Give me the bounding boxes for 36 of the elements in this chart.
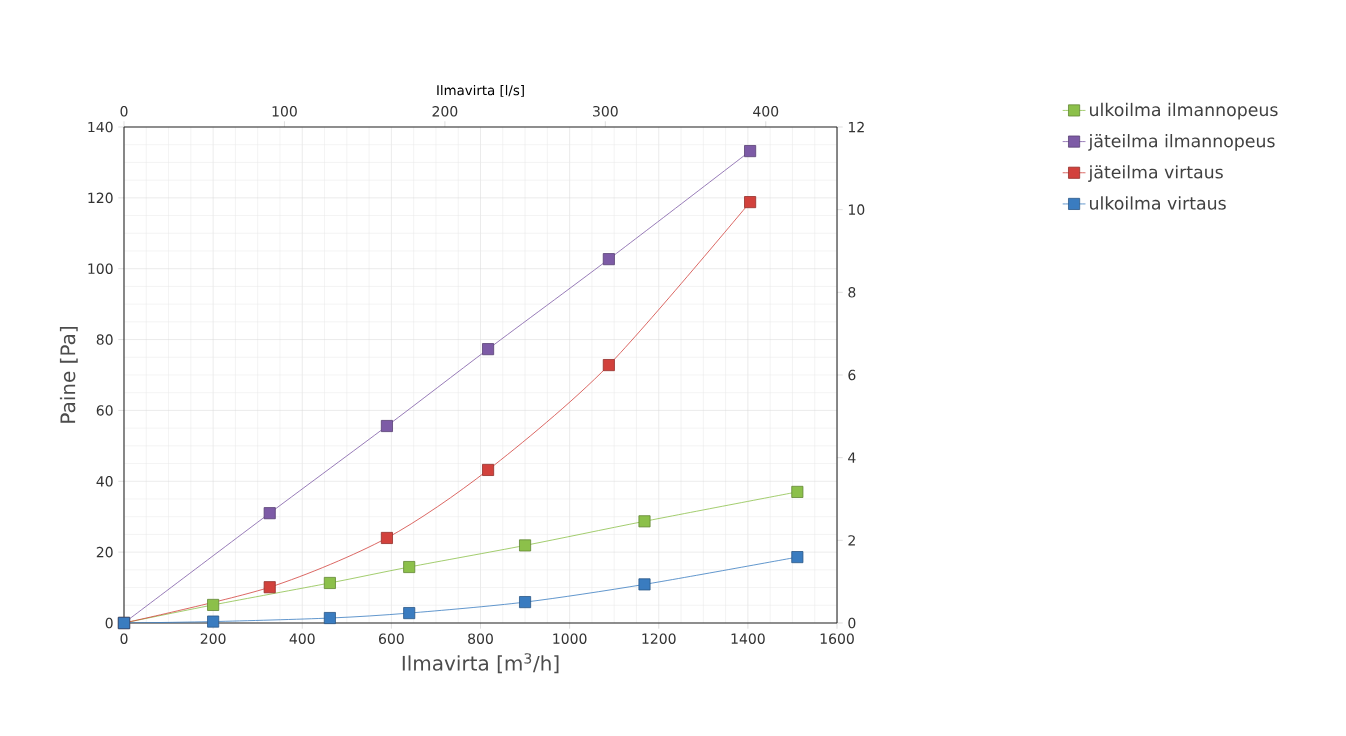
y-tick-label: 0	[105, 617, 113, 629]
legend-label: jäteilma ilmannopeus	[1088, 134, 1275, 151]
x-tick-label: 600	[379, 633, 404, 644]
x2-tick-label: 300	[593, 106, 618, 117]
x-axis-title: Ilmavirta [m$^{3}$/h]	[402, 653, 559, 674]
y2-tick-label: 12	[848, 121, 864, 133]
x-tick-label: 200	[200, 633, 226, 644]
x2-axis-title: Ilmavirta [l/s]	[437, 84, 524, 97]
y-tick-label: 40	[96, 475, 113, 487]
legend-label: ulkoilma ilmannopeus	[1089, 102, 1278, 120]
y-tick-label: 140	[88, 121, 113, 133]
x-tick-label: 400	[289, 633, 315, 644]
y-tick-label: 120	[88, 192, 113, 204]
x-tick-label: 1400	[731, 633, 765, 644]
y2-tick-label: 10	[848, 204, 865, 215]
x2-tick-label: 100	[272, 106, 297, 117]
x2-tick-label: 400	[753, 106, 779, 117]
y-tick-label: 60	[96, 405, 113, 416]
x-tick-label: 1000	[553, 633, 587, 644]
x2-tick-label: 200	[432, 106, 458, 117]
y-tick-label: 20	[96, 546, 113, 558]
x2-tick-label: 0	[120, 106, 128, 117]
x-tick-label: 1200	[642, 633, 676, 644]
y-axis-title: Paine [Pa]	[59, 327, 78, 423]
legend-label: jäteilma virtaus	[1088, 165, 1223, 182]
x-tick-label: 800	[468, 633, 493, 644]
y2-tick-label: 4	[848, 452, 856, 463]
y-tick-label: 80	[96, 334, 113, 345]
y-tick-label: 100	[88, 263, 113, 274]
x-tick-label: 1600	[820, 633, 854, 644]
y2-tick-label: 8	[848, 287, 856, 298]
y2-tick-label: 2	[848, 535, 855, 546]
x-tick-label: 0	[120, 633, 128, 644]
legend-label: ulkoilma virtaus	[1089, 196, 1226, 210]
y2-tick-label: 6	[848, 369, 856, 381]
y2-tick-label: 0	[848, 617, 856, 629]
